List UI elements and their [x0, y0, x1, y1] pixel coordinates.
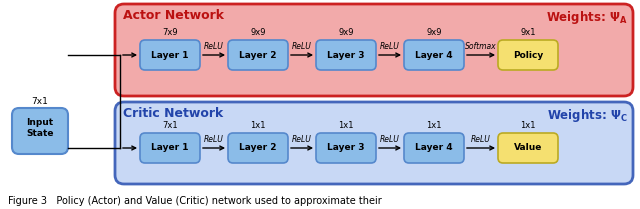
- Text: Layer 1: Layer 1: [151, 144, 189, 153]
- FancyBboxPatch shape: [404, 40, 464, 70]
- Text: Critic Network: Critic Network: [123, 107, 223, 120]
- Text: Figure 3   Policy (Actor) and Value (Critic) network used to approximate their: Figure 3 Policy (Actor) and Value (Criti…: [8, 196, 381, 206]
- FancyBboxPatch shape: [498, 40, 558, 70]
- FancyBboxPatch shape: [316, 133, 376, 163]
- Text: 1x1: 1x1: [520, 121, 536, 130]
- Text: 7x1: 7x1: [162, 121, 178, 130]
- Text: ReLU: ReLU: [380, 135, 400, 144]
- Text: Weights: $\mathbf{\Psi_A}$: Weights: $\mathbf{\Psi_A}$: [547, 9, 628, 26]
- Text: ReLU: ReLU: [380, 42, 400, 51]
- FancyBboxPatch shape: [404, 133, 464, 163]
- Text: 9x9: 9x9: [426, 28, 442, 37]
- Text: Weights: $\mathbf{\Psi_C}$: Weights: $\mathbf{\Psi_C}$: [547, 107, 628, 124]
- Text: 1x1: 1x1: [339, 121, 354, 130]
- FancyBboxPatch shape: [115, 102, 633, 184]
- Text: 9x9: 9x9: [250, 28, 266, 37]
- Text: Layer 1: Layer 1: [151, 51, 189, 60]
- Text: Layer 4: Layer 4: [415, 144, 453, 153]
- Text: Input
State: Input State: [26, 118, 54, 138]
- FancyBboxPatch shape: [228, 133, 288, 163]
- Text: 1x1: 1x1: [250, 121, 266, 130]
- Text: 1x1: 1x1: [426, 121, 442, 130]
- FancyBboxPatch shape: [498, 133, 558, 163]
- FancyBboxPatch shape: [228, 40, 288, 70]
- Text: Layer 2: Layer 2: [239, 51, 276, 60]
- Text: Layer 3: Layer 3: [327, 144, 365, 153]
- Text: 9x1: 9x1: [520, 28, 536, 37]
- Text: ReLU: ReLU: [471, 135, 491, 144]
- Text: ReLU: ReLU: [204, 42, 224, 51]
- Text: Layer 4: Layer 4: [415, 51, 453, 60]
- Text: 9x9: 9x9: [339, 28, 354, 37]
- FancyBboxPatch shape: [140, 40, 200, 70]
- FancyBboxPatch shape: [140, 133, 200, 163]
- Text: Softmax: Softmax: [465, 42, 497, 51]
- Text: ReLU: ReLU: [292, 42, 312, 51]
- Text: Actor Network: Actor Network: [123, 9, 224, 22]
- Text: Policy: Policy: [513, 51, 543, 60]
- Text: Value: Value: [514, 144, 542, 153]
- Text: Layer 3: Layer 3: [327, 51, 365, 60]
- FancyBboxPatch shape: [316, 40, 376, 70]
- FancyBboxPatch shape: [12, 108, 68, 154]
- Text: 7x9: 7x9: [162, 28, 178, 37]
- Text: ReLU: ReLU: [292, 135, 312, 144]
- Text: 7x1: 7x1: [31, 97, 49, 106]
- Text: ReLU: ReLU: [204, 135, 224, 144]
- FancyBboxPatch shape: [115, 4, 633, 96]
- Text: Layer 2: Layer 2: [239, 144, 276, 153]
